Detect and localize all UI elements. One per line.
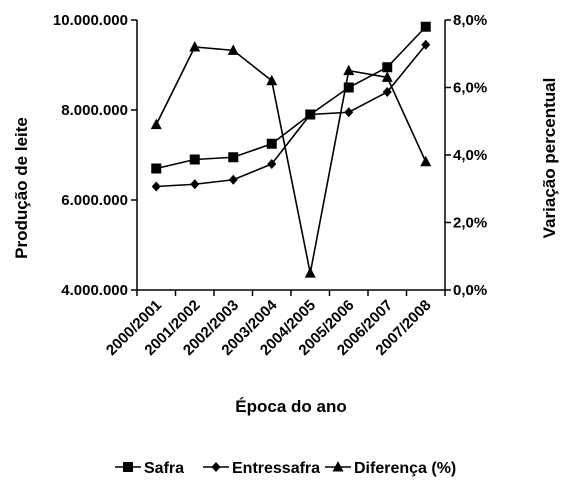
data-point-2-2 [227, 44, 239, 55]
legend-marker [123, 462, 133, 472]
series-lines [155, 26, 427, 274]
legend-label: Safra [144, 460, 184, 477]
data-point-2-4 [304, 267, 316, 278]
series-markers [150, 21, 432, 278]
y2-tick-label: 6,0% [453, 80, 487, 97]
data-point-1-1 [190, 179, 200, 190]
legend-entry: Diferença (%) [325, 460, 456, 477]
data-point-0-5 [343, 82, 354, 93]
legend-entry: Safra [115, 460, 184, 477]
y2-tick-label: 8,0% [453, 12, 487, 29]
data-point-1-2 [228, 174, 238, 185]
y2-tick-label: 4,0% [453, 147, 487, 164]
data-point-1-4 [305, 109, 315, 120]
legend-entry: Entressafra [203, 460, 320, 477]
data-point-2-6 [381, 71, 393, 82]
y-tick-label: 4.000.000 [61, 282, 128, 299]
y-tick-label: 6.000.000 [61, 192, 128, 209]
series-line-1 [156, 44, 427, 188]
chart-axes [136, 20, 446, 291]
y2-tick-label: 0,0% [453, 282, 487, 299]
x-axis-title: Época do ano [235, 397, 346, 416]
series-line-0 [156, 26, 427, 170]
y-tick-labels: 4.000.000 6.000.000 8.000.000 10.000.000 [53, 12, 128, 299]
data-point-1-0 [151, 181, 161, 192]
y2-tick-labels: 0,0% 2,0% 4,0% 6,0% 8,0% [453, 12, 487, 299]
data-point-1-3 [267, 159, 277, 169]
y2-axis-title: Variação percentual [540, 78, 559, 239]
data-point-2-3 [266, 74, 278, 86]
data-point-0-0 [151, 163, 162, 174]
data-point-0-6 [382, 62, 393, 73]
legend-marker [211, 462, 221, 472]
legend: Safra Entressafra Diferença (%) [115, 460, 456, 477]
legend-label: Diferença (%) [354, 460, 456, 477]
legend-marker [332, 461, 344, 472]
data-point-2-1 [189, 41, 201, 52]
data-point-0-1 [189, 154, 200, 165]
legend-label: Entressafra [232, 460, 320, 477]
x-tick-labels: 2000/20012001/20022002/20032003/20042004… [103, 296, 435, 359]
data-point-0-7 [420, 21, 431, 32]
y-tick-label: 10.000.000 [53, 12, 128, 29]
data-point-1-6 [382, 87, 392, 97]
data-point-1-7 [421, 39, 431, 50]
series-line-2 [155, 46, 427, 274]
data-point-2-0 [150, 118, 162, 130]
data-point-0-2 [228, 152, 239, 163]
data-point-2-5 [343, 64, 355, 76]
y-axis-title: Produção de leite [12, 117, 31, 259]
tick-marks [131, 19, 451, 296]
y2-tick-label: 2,0% [453, 215, 487, 232]
y-tick-label: 8.000.000 [61, 102, 128, 119]
data-point-0-3 [266, 138, 277, 149]
data-point-2-7 [420, 155, 432, 167]
data-point-1-5 [344, 107, 354, 118]
